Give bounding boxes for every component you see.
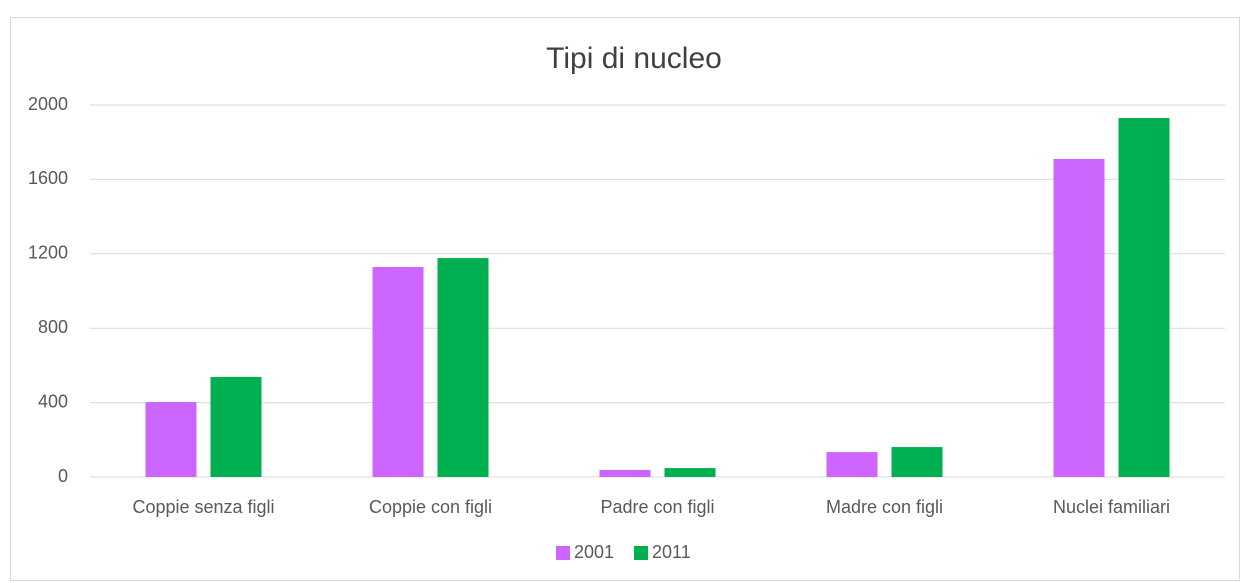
legend-swatch [634, 546, 648, 560]
x-tick-label: Padre con figli [600, 497, 714, 517]
chart-border [10, 17, 1240, 581]
bar [664, 468, 716, 477]
x-tick-label: Madre con figli [826, 497, 943, 517]
y-tick-label: 1200 [28, 243, 68, 263]
bar [891, 447, 943, 477]
x-tick-label: Coppie senza figli [132, 497, 274, 517]
bar [599, 469, 651, 477]
bar [210, 376, 262, 477]
x-tick-label: Coppie con figli [369, 497, 492, 517]
legend-label: 2001 [574, 542, 614, 562]
y-tick-label: 1600 [28, 168, 68, 188]
y-tick-label: 0 [58, 466, 68, 486]
y-tick-label: 400 [38, 391, 68, 411]
bar [1118, 118, 1170, 478]
x-tick-label: Nuclei familiari [1053, 497, 1170, 517]
bar [437, 258, 489, 477]
legend-label: 2011 [652, 542, 691, 562]
bar [145, 402, 197, 477]
bar [1053, 158, 1105, 477]
bar [826, 452, 878, 477]
chart-title: Tipi di nucleo [546, 42, 722, 75]
legend-swatch [556, 546, 570, 560]
bar [372, 267, 424, 477]
y-tick-label: 2000 [28, 94, 68, 114]
y-tick-label: 800 [38, 317, 68, 337]
